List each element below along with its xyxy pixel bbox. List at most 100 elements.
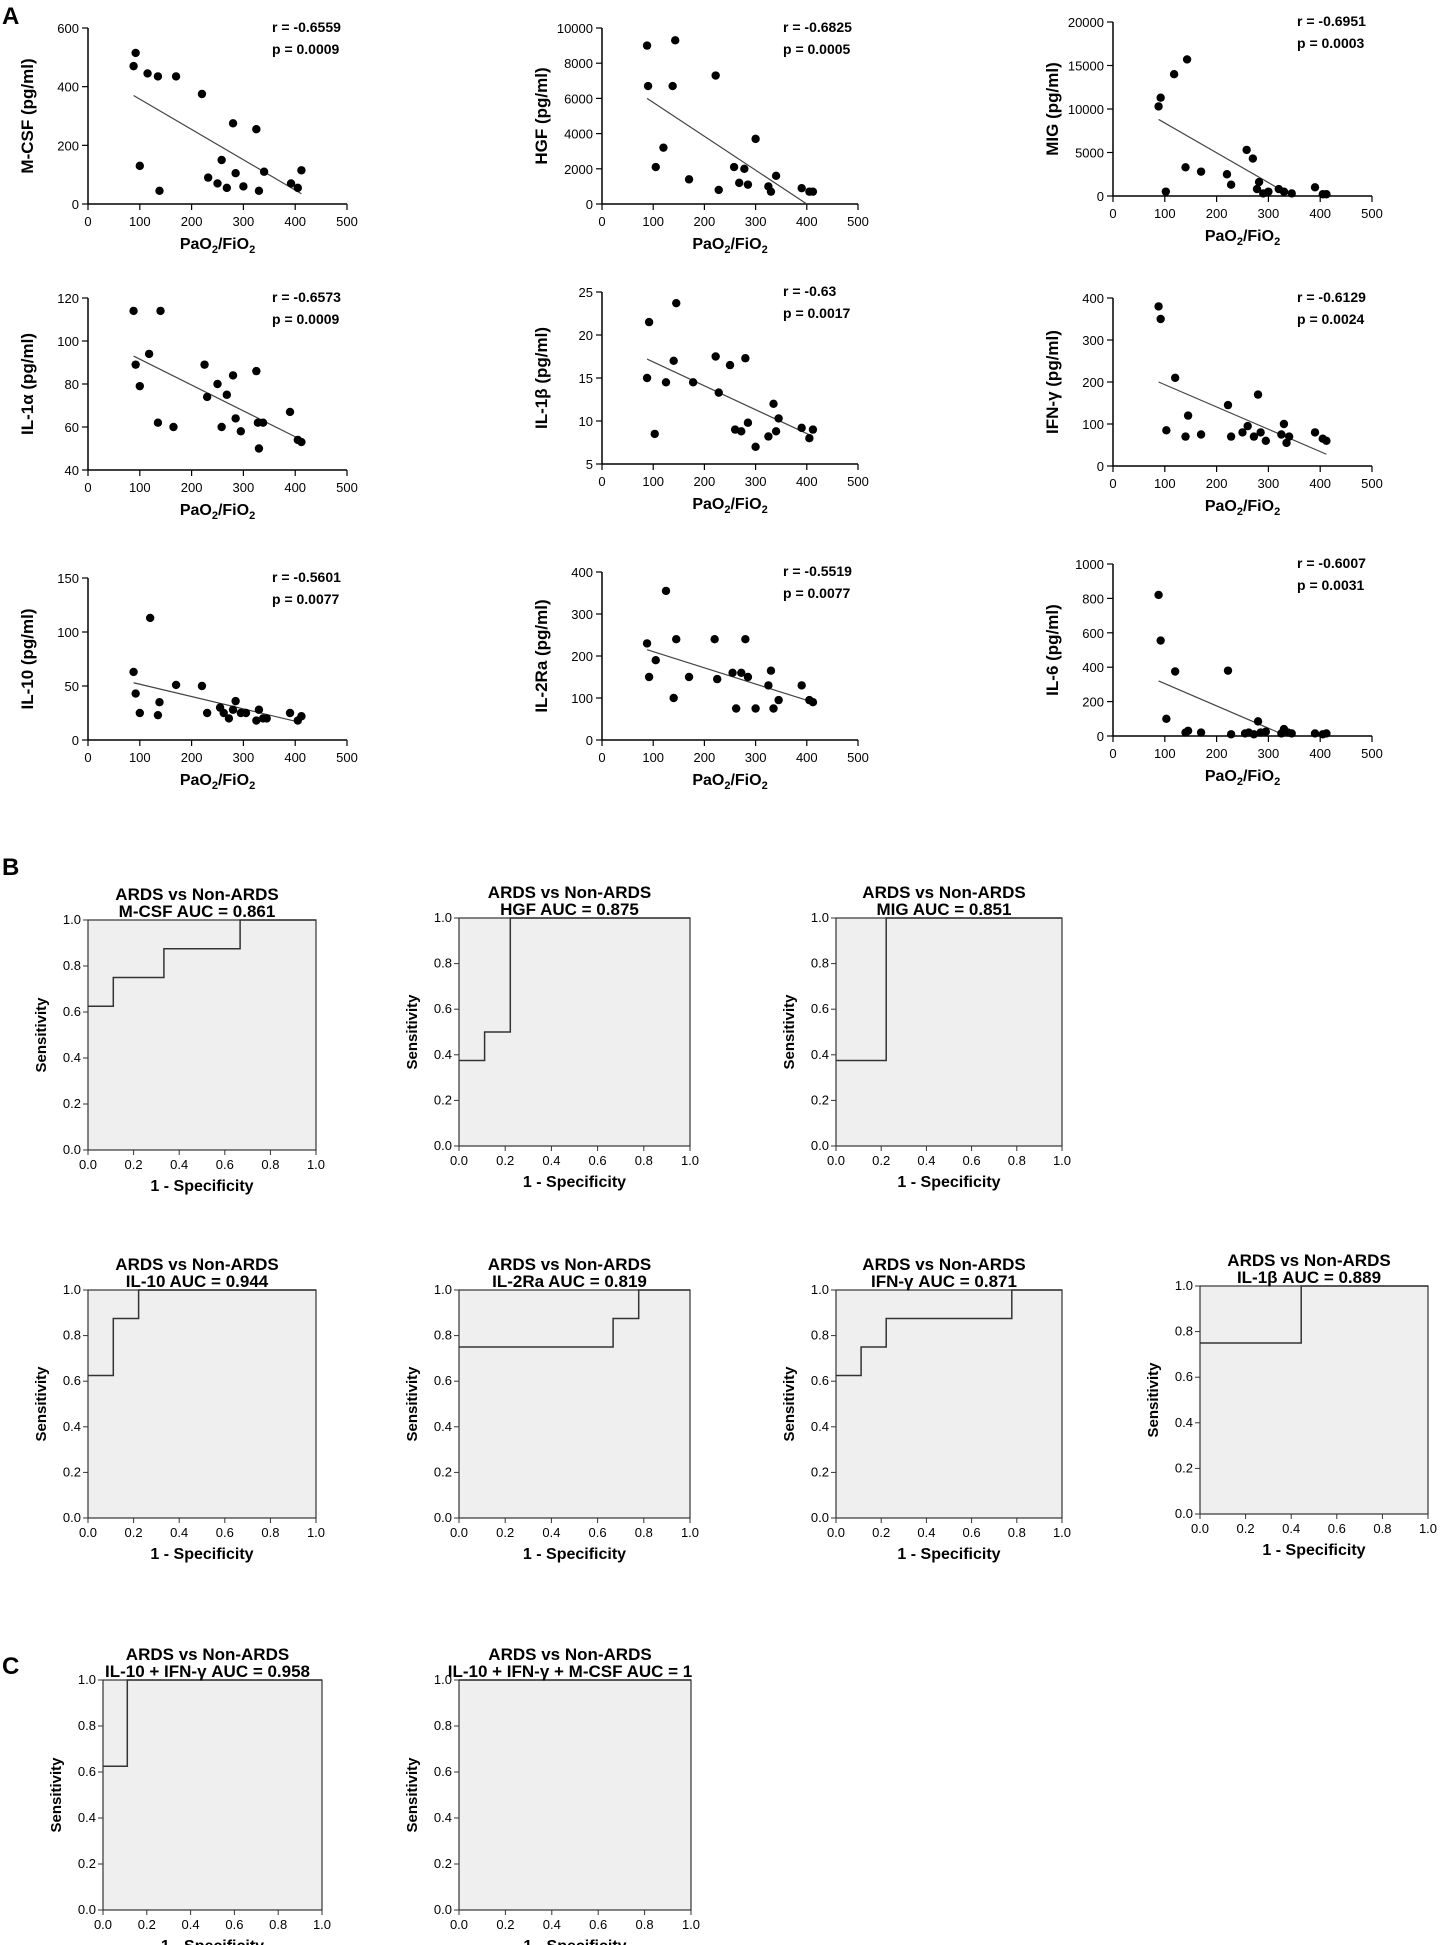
y-tick-label: 100 bbox=[1082, 417, 1104, 432]
x-axis-label: 1 - Specificity bbox=[161, 1938, 264, 1945]
y-tick-label: 0.0 bbox=[811, 1138, 829, 1153]
y-tick-label: 1.0 bbox=[63, 1282, 81, 1297]
roc-curve bbox=[88, 919, 316, 1008]
data-point bbox=[711, 352, 720, 361]
plot-area bbox=[1199, 1285, 1429, 1515]
chart-roc_il10: 0.00.0 0.2 0.2 0.4 0.4 0.6 0.6 0.8 0.8 1.0 1.0 1 - … bbox=[33, 1255, 325, 1563]
data-point bbox=[737, 427, 746, 436]
y-axis-label: IL-6 (pg/ml) bbox=[1043, 604, 1062, 696]
data-point bbox=[642, 373, 652, 383]
y-tick-label: 0.0 bbox=[811, 1510, 829, 1525]
x-tick-label: 0.0 bbox=[94, 1917, 112, 1932]
chart-roc_mig: 0.00.0 0.2 0.2 0.4 0.4 0.6 0.6 0.8 0.8 1.0 1.0 1 - … bbox=[781, 883, 1071, 1191]
data-point bbox=[764, 681, 773, 690]
data-point bbox=[643, 81, 653, 91]
y-tick-label: 0 bbox=[1097, 189, 1104, 204]
y-tick-label: 200 bbox=[1082, 695, 1104, 710]
x-tick-label: 0.6 bbox=[589, 1917, 607, 1932]
y-tick-label: 0.2 bbox=[434, 1092, 452, 1107]
data-point bbox=[297, 712, 306, 721]
chart-il1b: 0 100 200 300 400 500 5 10 15 20 25 PaO2/FiO2 IL-1β … bbox=[532, 283, 869, 516]
x-tick-label: 400 bbox=[796, 750, 818, 765]
x-tick-label: 0.0 bbox=[450, 1917, 468, 1932]
data-point bbox=[1222, 170, 1232, 179]
x-axis-label: 1 - Specificity bbox=[523, 1938, 626, 1945]
x-tick-label: 400 bbox=[796, 214, 818, 229]
x-tick-label: 500 bbox=[1361, 206, 1383, 221]
chart-title-line2: IL-2Ra AUC = 0.819 bbox=[492, 1272, 647, 1291]
x-tick-label: 0.6 bbox=[216, 1525, 234, 1540]
y-tick-label: 0.0 bbox=[63, 1142, 81, 1157]
x-tick-label: 0.8 bbox=[261, 1157, 279, 1172]
x-tick-label: 1.0 bbox=[1419, 1521, 1437, 1536]
data-point bbox=[1261, 727, 1271, 736]
x-tick-label: 0.4 bbox=[182, 1917, 200, 1932]
x-tick-label: 0.8 bbox=[269, 1917, 287, 1932]
y-tick-label: 0.0 bbox=[63, 1510, 81, 1525]
y-tick-label: 400 bbox=[1082, 291, 1104, 306]
y-tick-label: 1000 bbox=[1075, 557, 1104, 572]
data-point bbox=[688, 378, 698, 387]
y-axis-label: Sensitivity bbox=[404, 1366, 421, 1442]
data-point bbox=[797, 423, 806, 433]
y-axis-label: IL-1α (pg/ml) bbox=[18, 333, 37, 435]
y-tick-label: 100 bbox=[57, 334, 79, 349]
y-tick-label: 200 bbox=[1082, 375, 1104, 390]
chart-roc_combo3: 0.00.0 0.2 0.2 0.4 0.4 0.6 0.6 0.8 0.8 1.0 1.0 1 - … bbox=[404, 1645, 700, 1945]
y-tick-label: 200 bbox=[571, 649, 593, 664]
y-tick-label: 8000 bbox=[564, 56, 593, 71]
x-tick-label: 0.2 bbox=[496, 1917, 514, 1932]
x-tick-label: 500 bbox=[1361, 746, 1383, 761]
r-value: r = -0.6129 bbox=[1297, 289, 1366, 305]
y-axis-label: Sensitivity bbox=[781, 994, 798, 1070]
chart-ifng: 0 100 200 300 400 500 0 100 200 300 400 PaO2/FiO2 IF… bbox=[1043, 289, 1383, 518]
data-point bbox=[171, 72, 181, 81]
data-point bbox=[197, 681, 207, 691]
x-tick-label: 1.0 bbox=[1053, 1525, 1071, 1540]
y-tick-label: 0.4 bbox=[434, 1047, 452, 1062]
data-point bbox=[797, 183, 806, 193]
x-axis-label: 1 - Specificity bbox=[523, 1174, 626, 1191]
data-point bbox=[1322, 190, 1331, 199]
x-axis-label: 1 - Specificity bbox=[150, 1178, 253, 1195]
y-tick-label: 0.4 bbox=[63, 1419, 81, 1434]
x-tick-label: 500 bbox=[847, 750, 869, 765]
chart-title-line2: HGF AUC = 0.875 bbox=[500, 900, 639, 919]
x-tick-label: 0 bbox=[84, 480, 91, 495]
data-point bbox=[285, 708, 295, 718]
x-tick-label: 0.4 bbox=[917, 1525, 935, 1540]
data-point bbox=[202, 708, 212, 718]
data-point bbox=[797, 681, 806, 690]
data-point bbox=[219, 708, 228, 718]
y-tick-label: 1.0 bbox=[434, 1672, 452, 1687]
y-tick-label: 100 bbox=[57, 625, 79, 640]
x-tick-label: 300 bbox=[233, 480, 255, 495]
x-tick-label: 200 bbox=[181, 214, 203, 229]
regression-line bbox=[1158, 118, 1293, 197]
y-tick-label: 400 bbox=[57, 80, 79, 95]
y-tick-label: 0.2 bbox=[63, 1464, 81, 1479]
y-tick-label: 0.6 bbox=[1175, 1369, 1193, 1384]
chart-title-line1: ARDS vs Non-ARDS bbox=[1227, 1251, 1390, 1270]
p-value: p = 0.0077 bbox=[783, 585, 851, 601]
data-point bbox=[725, 360, 735, 370]
data-point bbox=[1226, 180, 1236, 189]
y-tick-label: 0.6 bbox=[434, 1764, 452, 1779]
data-point bbox=[131, 360, 140, 369]
data-point bbox=[1162, 426, 1171, 435]
data-point bbox=[222, 183, 232, 193]
data-point bbox=[1282, 438, 1291, 448]
y-tick-label: 50 bbox=[65, 679, 79, 694]
data-point bbox=[1238, 428, 1247, 437]
x-tick-label: 100 bbox=[642, 214, 664, 229]
x-tick-label: 0.8 bbox=[261, 1525, 279, 1540]
data-point bbox=[766, 187, 776, 196]
r-value: r = -0.5601 bbox=[272, 569, 341, 585]
regression-line bbox=[133, 355, 302, 441]
y-axis-label: HGF (pg/ml) bbox=[532, 67, 551, 164]
p-value: p = 0.0024 bbox=[1297, 311, 1365, 327]
x-tick-label: 0.0 bbox=[79, 1525, 97, 1540]
plot-area bbox=[87, 919, 317, 1151]
data-point bbox=[1169, 70, 1179, 79]
data-point bbox=[1226, 432, 1236, 441]
